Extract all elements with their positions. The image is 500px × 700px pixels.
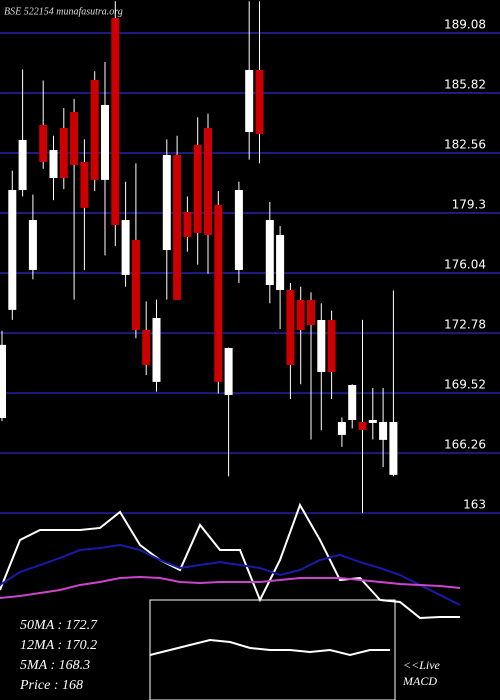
candle-body <box>193 144 202 233</box>
candle-body <box>162 155 171 251</box>
candle-body <box>368 419 377 423</box>
candle-body <box>90 79 99 180</box>
candle-body <box>337 422 346 435</box>
candle-body <box>121 220 130 275</box>
y-tick-label: 163 <box>463 498 486 512</box>
candle-body <box>183 211 192 237</box>
macd-label: <<Live <box>403 658 441 672</box>
candle-body <box>255 69 264 134</box>
candle-body <box>28 220 37 270</box>
stat-label: 5MA : 168.3 <box>20 658 90 673</box>
y-tick-label: 166.26 <box>444 438 486 452</box>
candle-body <box>18 139 27 191</box>
y-tick-label: 182.56 <box>444 138 486 152</box>
candle-body <box>8 190 17 310</box>
candle-body <box>111 18 120 226</box>
candle-body <box>131 239 140 330</box>
candle-body <box>265 220 274 286</box>
candle-body <box>224 347 233 395</box>
y-tick-label: 179.3 <box>452 198 486 212</box>
candle-body <box>296 299 305 330</box>
candle-body <box>173 155 182 300</box>
stat-label: 50MA : 172.7 <box>20 618 98 633</box>
indicator-line <box>0 543 461 606</box>
candle-body <box>389 422 398 475</box>
candle-body <box>348 385 357 420</box>
candle-body <box>204 127 212 235</box>
stat-label: Price : 168 <box>19 678 83 693</box>
y-tick-label: 185.82 <box>444 77 486 91</box>
candle-body <box>59 127 68 179</box>
candle-body <box>317 320 326 372</box>
macd-line <box>149 638 390 657</box>
y-tick-label: 172.78 <box>444 318 486 332</box>
candle-body <box>152 317 161 382</box>
stat-label: 12MA : 170.2 <box>20 638 97 653</box>
candle-body <box>214 204 223 382</box>
candle-body <box>101 104 109 180</box>
candle-body <box>142 329 151 365</box>
y-tick-label: 176.04 <box>444 258 486 272</box>
candle-body <box>286 289 295 365</box>
candle-body <box>379 422 388 440</box>
candle-body <box>0 344 6 418</box>
y-tick-label: 189.08 <box>444 17 486 31</box>
indicator-line <box>0 576 461 600</box>
candle-body <box>358 422 367 430</box>
candle-body <box>80 162 89 208</box>
indicator-line <box>0 502 460 619</box>
candle-body <box>245 69 254 133</box>
candle-body <box>327 320 336 372</box>
candle-body <box>234 190 243 270</box>
candle-body <box>49 150 58 179</box>
macd-label: MACD <box>402 674 437 688</box>
candle-body <box>70 111 79 165</box>
candle-body <box>39 125 48 163</box>
y-tick-label: 169.52 <box>444 378 486 392</box>
candle-body <box>307 299 315 325</box>
chart-title: BSE 522154 munafasutra.org <box>4 6 123 17</box>
candle-body <box>276 234 285 290</box>
